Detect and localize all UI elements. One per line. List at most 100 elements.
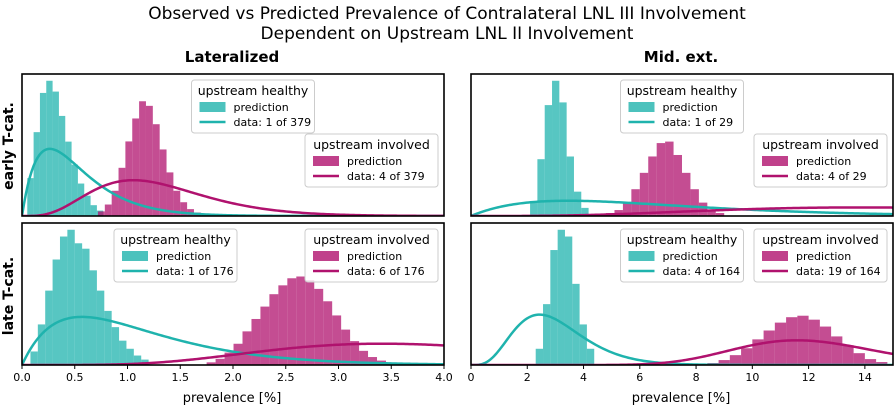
legend-swatch-prediction <box>762 251 788 261</box>
hist-bar-involved <box>639 172 649 216</box>
chart-title-line1: Observed vs Predicted Prevalence of Cont… <box>148 4 746 24</box>
hist-bar-involved <box>341 329 351 365</box>
legend-box <box>753 133 888 188</box>
x-tick-label: 14 <box>858 371 872 384</box>
hist-bar-healthy <box>572 283 580 365</box>
hist-bar-healthy <box>58 115 66 216</box>
hist-bar-involved <box>648 156 657 216</box>
hist-bar-involved <box>741 348 753 365</box>
legend-healthy: upstream healthy prediction data: 1 of 176 <box>113 228 238 283</box>
legend-swatch-prediction <box>313 251 339 261</box>
hist-bar-involved <box>682 172 691 216</box>
hist-bar-involved <box>842 345 854 365</box>
legend-label-data: data: 4 of 379 <box>347 170 425 183</box>
x-tick-label: 0.5 <box>66 371 84 384</box>
data-curve-healthy <box>471 199 893 216</box>
hist-bar-involved <box>287 278 297 365</box>
hist-bar-involved <box>665 141 674 216</box>
hist-bar-involved <box>296 276 306 365</box>
hist-bar-involved <box>104 204 112 216</box>
hist-bar-involved <box>763 330 775 365</box>
panel-frame <box>470 73 894 217</box>
legend-healthy: upstream healthy prediction data: 1 of 29 <box>620 79 744 134</box>
legend-box <box>113 228 238 283</box>
legend-label-prediction: prediction <box>156 250 211 263</box>
legend-label-prediction: prediction <box>347 155 402 168</box>
hist-bar-involved <box>808 319 820 365</box>
x-tick-label: 0 <box>468 371 475 384</box>
legend-box <box>620 79 744 134</box>
hist-bar-involved <box>359 350 369 365</box>
hist-bar-healthy <box>67 229 75 365</box>
hist-bar-healthy <box>126 348 134 365</box>
row-title-early: early T-cat. <box>1 102 17 190</box>
legend-swatch-prediction <box>628 251 655 261</box>
column-title-mid-ext: Mid. ext. <box>644 48 718 66</box>
row-title-late: late T-cat. <box>1 257 17 335</box>
hist-bar-involved <box>831 336 843 365</box>
hist-bar-involved <box>269 294 279 365</box>
data-curve-healthy <box>22 315 444 365</box>
hist-bar-involved <box>314 288 324 365</box>
hist-bar-involved <box>97 211 105 216</box>
hist-bar-involved <box>622 202 632 216</box>
hist-bar-healthy <box>530 202 538 216</box>
legend-title: upstream healthy <box>627 232 738 247</box>
hist-bar-healthy <box>586 348 595 365</box>
plot-area <box>22 229 444 365</box>
chart-title-line2: Dependent on Upstream LNL II Involvement <box>261 24 634 44</box>
hist-bar-involved <box>173 190 181 216</box>
x-tick-label: 3.5 <box>383 371 401 384</box>
legend-involved: upstream involved prediction data: 4 of 29 <box>753 133 888 188</box>
hist-bar-involved <box>752 339 764 365</box>
hist-bar-healthy <box>581 207 589 216</box>
hist-bar-involved <box>305 280 315 365</box>
hist-bar-involved <box>853 353 865 365</box>
hist-bar-healthy <box>579 324 587 365</box>
hist-bar-involved <box>673 154 682 216</box>
hist-bar-involved <box>145 105 153 216</box>
hist-bar-healthy <box>537 159 545 216</box>
legend-label-prediction: prediction <box>796 250 851 263</box>
hist-bar-healthy <box>566 156 574 216</box>
hist-bar-healthy <box>552 80 560 216</box>
legend-label-prediction: prediction <box>234 101 289 114</box>
hist-bar-involved <box>111 190 119 216</box>
legend-involved: upstream involved prediction data: 19 of 1… <box>753 228 888 283</box>
x-tick-label: 12 <box>802 371 816 384</box>
hist-bar-healthy <box>33 132 40 216</box>
legend-label-data: data: 19 of 164 <box>796 265 881 278</box>
hist-bar-involved <box>118 167 126 216</box>
hist-bar-healthy <box>96 290 105 365</box>
hist-bar-involved <box>718 360 730 365</box>
x-tick-label: 6 <box>636 371 643 384</box>
legend-label-data: data: 1 of 379 <box>234 116 312 129</box>
x-tick-label: 0.0 <box>13 371 31 384</box>
legend-healthy: upstream healthy prediction data: 1 of 379 <box>191 79 315 134</box>
hist-bar-involved <box>876 362 888 365</box>
legend-label-prediction: prediction <box>347 250 402 263</box>
hist-bar-involved <box>819 326 832 365</box>
plot-area <box>471 229 893 365</box>
hist-bar-healthy <box>543 304 551 365</box>
hist-bar-healthy <box>557 229 565 365</box>
hist-bar-involved <box>707 210 716 216</box>
hist-bar-involved <box>715 213 725 216</box>
legend-healthy: upstream healthy prediction data: 4 of 164 <box>620 228 744 283</box>
legend-title: upstream healthy <box>120 232 231 247</box>
x-tick-label: 2 <box>524 371 531 384</box>
legend-title: upstream healthy <box>198 83 309 98</box>
hist-bar-healthy <box>27 178 34 216</box>
legend-title: upstream involved <box>313 232 430 247</box>
hist-bar-involved <box>242 331 252 365</box>
legend-box <box>304 133 439 188</box>
legend-label-prediction: prediction <box>663 250 718 263</box>
legend-swatch-prediction <box>762 156 788 166</box>
data-curve-healthy <box>471 313 893 365</box>
hist-bar-healthy <box>37 324 46 365</box>
legend-label-data: data: 4 of 164 <box>663 265 741 278</box>
hist-bar-healthy <box>77 183 85 216</box>
hist-bar-healthy <box>559 102 567 216</box>
